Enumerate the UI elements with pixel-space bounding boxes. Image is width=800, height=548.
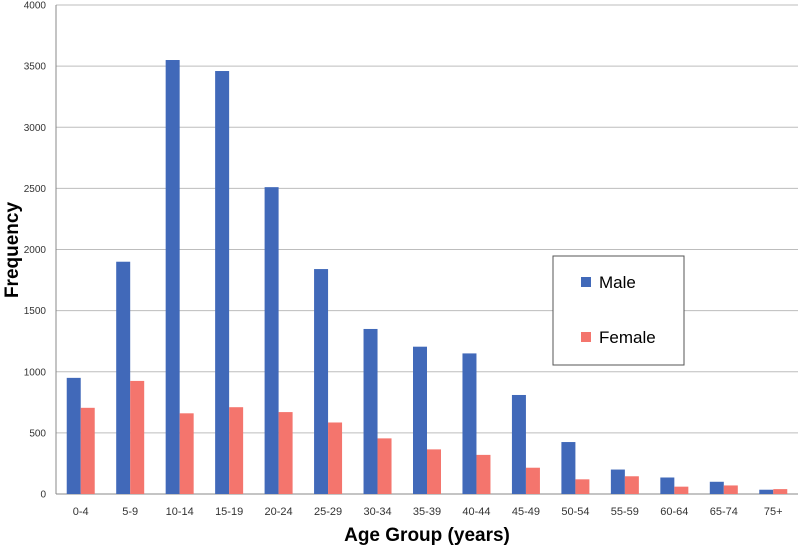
bar-female-45-49 bbox=[525, 467, 540, 494]
bar-male-15-19 bbox=[215, 71, 230, 494]
bar-male-10-14 bbox=[165, 60, 180, 494]
bar-male-30-34 bbox=[363, 328, 378, 494]
x-tick-label: 55-59 bbox=[611, 506, 639, 518]
y-tick-label: 2000 bbox=[24, 245, 47, 256]
x-axis-title: Age Group (years) bbox=[344, 525, 510, 546]
bar-female-55-59 bbox=[624, 476, 639, 494]
bar-female-10-14 bbox=[179, 413, 194, 494]
x-tick-label: 45-49 bbox=[512, 506, 540, 518]
bar-female-5-9 bbox=[130, 380, 145, 494]
bar-male-55-59 bbox=[610, 469, 625, 494]
legend-box bbox=[552, 255, 685, 366]
y-axis-title: Frequency bbox=[2, 202, 23, 299]
x-tick-label: 0-4 bbox=[73, 506, 89, 518]
legend-swatch-male bbox=[581, 277, 591, 287]
bar-female-0-4 bbox=[80, 407, 95, 494]
bar-male-50-54 bbox=[561, 442, 576, 494]
y-tick-label: 2500 bbox=[24, 184, 47, 195]
x-tick-label: 30-34 bbox=[363, 506, 391, 518]
bar-male-0-4 bbox=[66, 377, 81, 494]
legend-label-female: Female bbox=[599, 328, 656, 347]
bar-male-75+ bbox=[759, 489, 774, 494]
x-tick-label: 10-14 bbox=[166, 506, 194, 518]
legend: Male Female bbox=[552, 255, 685, 366]
legend-label-male: Male bbox=[599, 273, 636, 292]
x-tick-label: 50-54 bbox=[561, 506, 589, 518]
y-tick-label: 1000 bbox=[24, 367, 47, 378]
bar-female-60-64 bbox=[674, 486, 689, 494]
x-tick-label: 75+ bbox=[764, 506, 783, 518]
bar-female-50-54 bbox=[575, 479, 590, 494]
x-tick-label: 15-19 bbox=[215, 506, 243, 518]
x-tick-label: 5-9 bbox=[122, 506, 138, 518]
y-tick-label: 3500 bbox=[24, 62, 47, 73]
bar-female-35-39 bbox=[427, 449, 441, 494]
bar-female-30-34 bbox=[377, 438, 392, 494]
y-tick-label: 0 bbox=[40, 490, 46, 501]
x-tick-label: 35-39 bbox=[413, 506, 441, 518]
bar-male-45-49 bbox=[511, 394, 526, 494]
x-tick-label: 20-24 bbox=[265, 506, 293, 518]
bar-male-20-24 bbox=[264, 187, 279, 494]
bar-male-65-74 bbox=[709, 481, 724, 494]
x-tick-labels: 0-4 5-9 10-14 15-19 20-24 25-29 30-34 35-39 40-4… bbox=[73, 506, 783, 518]
y-tick-label: 4000 bbox=[24, 1, 47, 12]
y-tick-label: 500 bbox=[29, 428, 46, 439]
bars bbox=[66, 60, 788, 494]
bar-male-25-29 bbox=[314, 269, 329, 494]
x-tick-label: 25-29 bbox=[314, 506, 342, 518]
y-tick-label: 1500 bbox=[24, 306, 47, 317]
x-tick-label: 60-64 bbox=[660, 506, 688, 518]
bar-male-60-64 bbox=[660, 477, 675, 494]
bar-male-40-44 bbox=[462, 353, 477, 494]
bar-female-20-24 bbox=[278, 412, 293, 494]
bar-male-35-39 bbox=[413, 346, 427, 494]
legend-swatch-female bbox=[581, 332, 591, 342]
y-tick-labels: 0 500 1000 1500 2000 2500 3000 3500 4000 bbox=[24, 1, 47, 501]
bar-female-15-19 bbox=[229, 407, 244, 494]
y-tick-label: 3000 bbox=[24, 123, 47, 134]
bar-female-25-29 bbox=[328, 422, 343, 494]
bar-female-75+ bbox=[773, 489, 788, 494]
bar-female-65-74 bbox=[723, 485, 738, 494]
bar-female-40-44 bbox=[476, 454, 491, 494]
bar-male-5-9 bbox=[116, 261, 131, 494]
x-tick-label: 65-74 bbox=[710, 506, 738, 518]
x-tick-label: 40-44 bbox=[462, 506, 490, 518]
